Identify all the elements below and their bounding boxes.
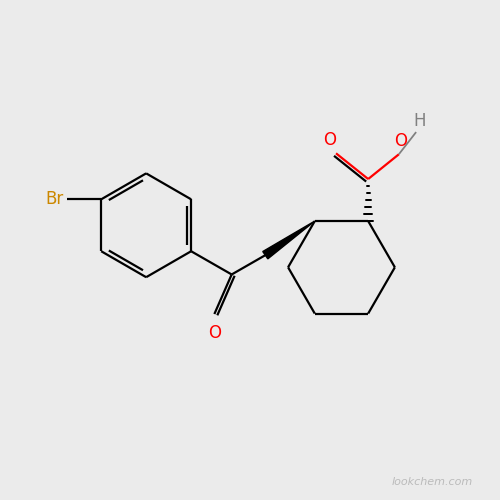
Text: lookchem.com: lookchem.com <box>392 478 472 488</box>
Text: O: O <box>208 324 221 342</box>
Text: H: H <box>414 112 426 130</box>
Text: O: O <box>324 132 336 150</box>
Polygon shape <box>263 221 315 259</box>
Text: O: O <box>394 132 407 150</box>
Text: Br: Br <box>46 190 64 208</box>
